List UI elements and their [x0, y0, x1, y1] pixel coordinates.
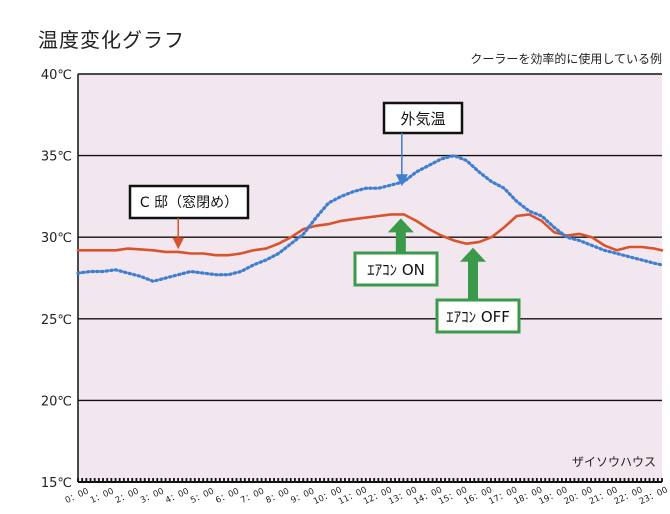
y-tick-label: 35℃ — [41, 150, 72, 165]
outside-label-text: 外気温 — [400, 110, 445, 128]
x-tick-label: 2：00 — [114, 486, 141, 506]
x-tick-label: 5：00 — [189, 486, 216, 506]
house-label-text: C 邸（窓閉め） — [140, 194, 238, 211]
y-tick-label: 15℃ — [41, 476, 72, 491]
x-tick-label: 6：00 — [214, 486, 241, 506]
series-line-house — [76, 213, 664, 257]
y-tick-label: 25℃ — [41, 313, 72, 328]
aircon-off-arrow — [460, 247, 487, 300]
aircon-on-box — [353, 251, 439, 287]
y-tick-label: 40℃ — [41, 68, 72, 83]
y-tick-label: 30℃ — [41, 231, 72, 246]
x-tick-label: 9：00 — [289, 486, 316, 506]
aircon-on-text: ｴｱｺﾝ ON — [367, 261, 425, 279]
y-tick-label: 20℃ — [41, 394, 72, 409]
series-line-outside — [76, 154, 664, 283]
x-tick-label: 8：00 — [264, 486, 291, 506]
x-tick-label: 7：00 — [239, 486, 266, 506]
outside-label-box — [382, 101, 464, 135]
chart-title: 温度変化グラフ — [38, 28, 185, 52]
x-tick-label: 1：00 — [89, 486, 116, 506]
house-label-box — [128, 184, 250, 220]
watermark-text: ザイソウハウス — [572, 455, 656, 469]
x-tick-label: 23：00 — [638, 485, 670, 507]
aircon-off-box — [435, 298, 521, 334]
chart-subtitle: クーラーを効率的に使用している例 — [470, 52, 662, 66]
x-tick-label: 3：00 — [139, 486, 166, 506]
x-tick-label: 4：00 — [164, 486, 191, 506]
aircon-on-arrow — [387, 218, 414, 253]
aircon-off-text: ｴｱｺﾝ OFF — [446, 308, 510, 326]
